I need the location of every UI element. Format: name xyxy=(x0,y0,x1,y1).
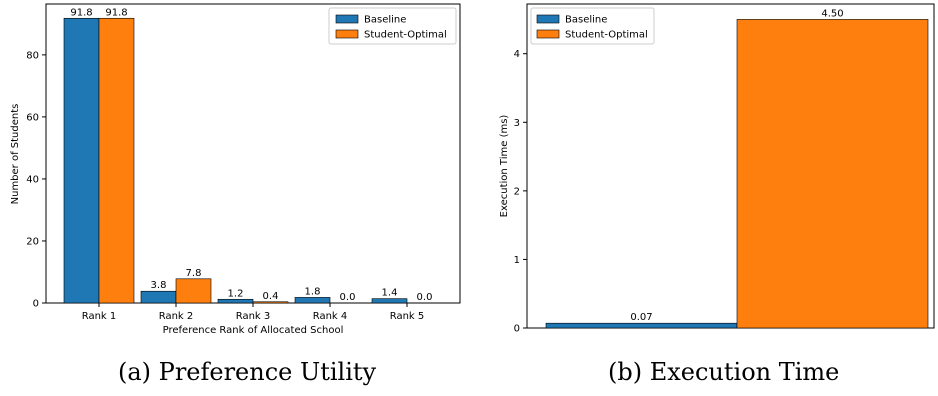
data-label-baseline-3: 1.2 xyxy=(228,288,244,299)
bars-a xyxy=(63,17,408,304)
legend-swatch-baseline-a xyxy=(335,14,359,24)
y-axis-label-a: Number of Students xyxy=(10,104,21,205)
data-label-baseline-4: 1.8 xyxy=(305,286,321,297)
caption-preference-utility: (a) Preference Utility xyxy=(118,358,377,386)
data-label-baseline-5: 1.4 xyxy=(382,288,398,299)
y-tick-label-3: 3 xyxy=(514,118,520,129)
data-label-student-optimal-3: 0.4 xyxy=(263,291,279,302)
legend-box-a xyxy=(328,7,457,45)
y-tick-label-0: 0 xyxy=(33,299,39,310)
legend-swatch-baseline-b xyxy=(536,14,560,24)
bar-baseline-2 xyxy=(140,290,177,304)
y-tick-label-4: 4 xyxy=(514,49,520,60)
bar-baseline-1 xyxy=(63,17,100,304)
y-tick-label-0: 0 xyxy=(514,324,520,335)
legend-swatch-student-optimal-a xyxy=(335,29,359,39)
bar-baseline-4 xyxy=(294,297,331,304)
legend-label-baseline-b: Baseline xyxy=(565,15,607,26)
chart-preference-utility: 0 20 40 60 80 Rank 1 Rank 2 Rank 3 Rank 4 Rank 5… xyxy=(10,3,461,336)
data-label-baseline-1: 91.8 xyxy=(70,7,92,18)
caption-execution-time: (b) Execution Time xyxy=(608,358,840,386)
chart-execution-time: 0 1 2 3 4 0.07 4.50 Execution Time (ms) Basel… xyxy=(499,3,935,335)
y-tick-label-20: 20 xyxy=(26,236,39,247)
data-label-student-optimal-4: 0.0 xyxy=(340,292,356,303)
x-tick-label-3: Rank 3 xyxy=(236,311,271,322)
y-axis-ticks-a: 0 20 40 60 80 xyxy=(26,50,46,310)
x-axis-ticks-a: Rank 1 Rank 2 Rank 3 Rank 4 Rank 5 xyxy=(82,303,425,322)
y-tick-label-40: 40 xyxy=(26,174,39,185)
x-tick-label-2: Rank 2 xyxy=(159,311,194,322)
legend-label-student-optimal-a: Student-Optimal xyxy=(364,30,447,41)
data-labels-a: 91.8 91.8 3.8 7.8 1.2 0.4 1.8 0.0 1.4 0.0 xyxy=(70,7,432,303)
bar-student-optimal-3 xyxy=(252,301,289,304)
legend-swatch-student-optimal-b xyxy=(536,29,560,39)
y-axis-ticks-b: 0 1 2 3 4 xyxy=(514,49,527,335)
legend-a: Baseline Student-Optimal xyxy=(328,7,457,45)
data-labels-b: 0.07 4.50 xyxy=(630,8,843,323)
data-label-student-optimal-1: 91.8 xyxy=(105,7,127,18)
x-tick-label-5: Rank 5 xyxy=(390,311,425,322)
bar-student-optimal-1 xyxy=(98,17,135,304)
x-tick-label-4: Rank 4 xyxy=(313,311,348,322)
y-tick-label-1: 1 xyxy=(514,255,520,266)
x-axis-label-a: Preference Rank of Allocated School xyxy=(163,325,344,336)
data-label-student-optimal-5: 0.0 xyxy=(417,292,433,303)
data-label-student-optimal-2: 7.8 xyxy=(186,268,202,279)
data-label-baseline: 0.07 xyxy=(630,312,652,323)
legend-label-baseline-a: Baseline xyxy=(364,15,406,26)
y-tick-label-80: 80 xyxy=(26,50,39,61)
data-label-baseline-2: 3.8 xyxy=(151,280,167,291)
y-tick-label-60: 60 xyxy=(26,112,39,123)
bars-b xyxy=(545,19,929,329)
bar-student-optimal-2 xyxy=(175,278,212,304)
legend-box-b xyxy=(530,7,655,45)
legend-b: Baseline Student-Optimal xyxy=(530,7,655,45)
legend-label-student-optimal-b: Student-Optimal xyxy=(565,30,648,41)
bar-student-optimal xyxy=(736,19,929,329)
y-tick-label-2: 2 xyxy=(514,186,520,197)
bar-baseline xyxy=(545,322,738,329)
bar-baseline-3 xyxy=(217,298,254,304)
y-axis-label-b: Execution Time (ms) xyxy=(499,115,510,218)
bar-baseline-5 xyxy=(371,298,408,304)
data-label-student-optimal: 4.50 xyxy=(821,8,843,19)
x-tick-label-1: Rank 1 xyxy=(82,311,117,322)
